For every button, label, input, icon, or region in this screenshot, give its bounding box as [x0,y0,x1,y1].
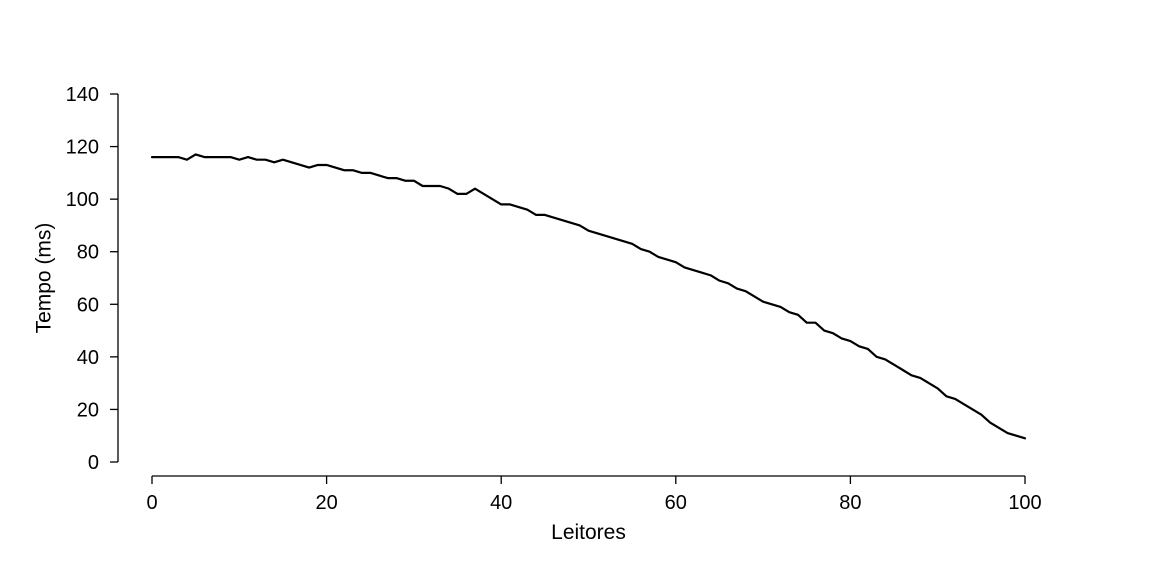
y-tick-label: 120 [66,137,99,159]
y-tick-label: 0 [88,452,99,474]
x-tick-label: 20 [315,492,337,514]
x-tick-label: 0 [146,492,157,514]
plot-area [150,153,1027,440]
y-tick-label: 20 [77,399,99,421]
y-tick-label: 60 [77,294,99,316]
y-tick-label: 100 [66,189,99,211]
x-axis: 0 20 40 60 80 100 [146,475,1042,514]
x-axis-title: Leitores [551,521,626,544]
x-tick-label: 60 [665,492,687,514]
y-axis: 0 20 40 60 80 100 120 140 [66,84,119,474]
x-tick-label: 40 [490,492,512,514]
y-tick-label: 40 [77,347,99,369]
x-tick-label: 100 [1008,492,1041,514]
x-tick-label: 80 [839,492,861,514]
series-line [150,153,1027,440]
y-tick-label: 140 [66,84,99,106]
y-tick-label: 80 [77,242,99,264]
y-axis-title: Tempo (ms) [32,223,55,334]
